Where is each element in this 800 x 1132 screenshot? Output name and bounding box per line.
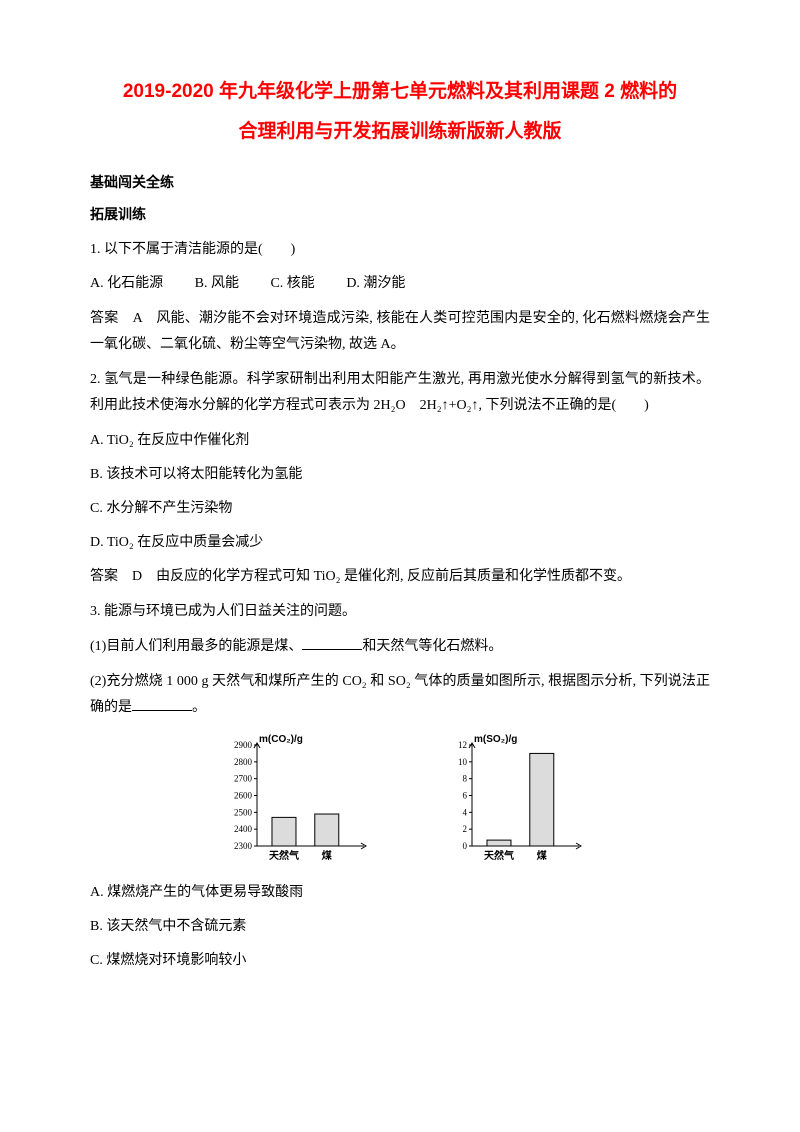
svg-text:2500: 2500: [234, 807, 253, 817]
charts-row: 2300 2400 2500 2600 2700 2800 2900 m(CO₂)/g 天然气 煤…: [90, 731, 710, 866]
chart-co2: 2300 2400 2500 2600 2700 2800 2900 m(CO₂)/g 天然气 煤: [215, 731, 370, 866]
svg-text:m(CO₂)/g: m(CO₂)/g: [259, 734, 303, 745]
svg-text:煤: 煤: [537, 849, 547, 862]
q2-opt-d: D. TiO₂ 在反应中质量会减少: [90, 530, 710, 556]
svg-text:2300: 2300: [234, 841, 253, 851]
svg-text:4: 4: [463, 807, 468, 817]
q1-answer: 答案 A 风能、潮汐能不会对环境造成污染, 核能在人类可控范围内是安全的, 化石…: [90, 306, 710, 358]
q2-answer: 答案 D 由反应的化学方程式可知 TiO₂ 是催化剂, 反应前后其质量和化学性质…: [90, 564, 710, 590]
blank-2: [132, 696, 192, 711]
svg-text:10: 10: [458, 757, 468, 767]
q2-opt-b: B. 该技术可以将太阳能转化为氢能: [90, 462, 710, 488]
q2-stem: 2. 氢气是一种绿色能源。科学家研制出利用太阳能产生激光, 再用激光使水分解得到…: [90, 367, 710, 419]
svg-text:2700: 2700: [234, 774, 253, 784]
svg-text:天然气: 天然气: [269, 849, 299, 862]
q1-opt-c: C. 核能: [270, 276, 314, 291]
section-extend: 拓展训练: [90, 202, 710, 228]
q3-part1: (1)目前人们利用最多的能源是煤、 和天然气等化石燃料。: [90, 634, 710, 660]
svg-text:2600: 2600: [234, 790, 253, 800]
svg-text:煤: 煤: [322, 849, 332, 862]
chart-so2: 0 2 4 6 8 10 12 m(SO₂)/g 天然气 煤: [430, 731, 585, 866]
svg-text:2: 2: [463, 824, 468, 834]
q3-p1a: (1)目前人们利用最多的能源是煤、: [90, 639, 302, 654]
svg-text:天然气: 天然气: [484, 849, 514, 862]
q1-opt-a: A. 化石能源: [90, 276, 163, 291]
q3-p1b: 和天然气等化石燃料。: [362, 639, 502, 654]
q3-p2b: 。: [192, 700, 206, 715]
q2-opt-c: C. 水分解不产生污染物: [90, 496, 710, 522]
svg-text:m(SO₂)/g: m(SO₂)/g: [474, 734, 517, 745]
q1-options: A. 化石能源 B. 风能 C. 核能 D. 潮汐能: [90, 271, 710, 297]
title-line-2: 合理利用与开发拓展训练新版新人教版: [90, 112, 710, 152]
q1-stem: 1. 以下不属于清洁能源的是( ): [90, 237, 710, 263]
q3-opt-a: A. 煤燃烧产生的气体更易导致酸雨: [90, 880, 710, 906]
svg-text:0: 0: [463, 841, 468, 851]
q1-opt-d: D. 潮汐能: [346, 276, 405, 291]
svg-text:2400: 2400: [234, 824, 253, 834]
blank-1: [302, 635, 362, 650]
q1-opt-b: B. 风能: [195, 276, 239, 291]
section-basic: 基础闯关全练: [90, 170, 710, 196]
svg-text:8: 8: [463, 774, 468, 784]
q3-stem: 3. 能源与环境已成为人们日益关注的问题。: [90, 599, 710, 625]
q3-opt-b: B. 该天然气中不含硫元素: [90, 914, 710, 940]
svg-text:6: 6: [463, 790, 468, 800]
svg-text:2800: 2800: [234, 757, 253, 767]
svg-text:12: 12: [458, 740, 467, 750]
doc-title: 2019-2020 年九年级化学上册第七单元燃料及其利用课题 2 燃料的 合理利…: [90, 72, 710, 152]
q3-opt-c: C. 煤燃烧对环境影响较小: [90, 948, 710, 974]
q2-opt-a: A. TiO₂ 在反应中作催化剂: [90, 428, 710, 454]
svg-text:2900: 2900: [234, 740, 253, 750]
q3-part2: (2)充分燃烧 1 000 g 天然气和煤所产生的 CO₂ 和 SO₂ 气体的质…: [90, 669, 710, 721]
title-line-1: 2019-2020 年九年级化学上册第七单元燃料及其利用课题 2 燃料的: [90, 72, 710, 112]
